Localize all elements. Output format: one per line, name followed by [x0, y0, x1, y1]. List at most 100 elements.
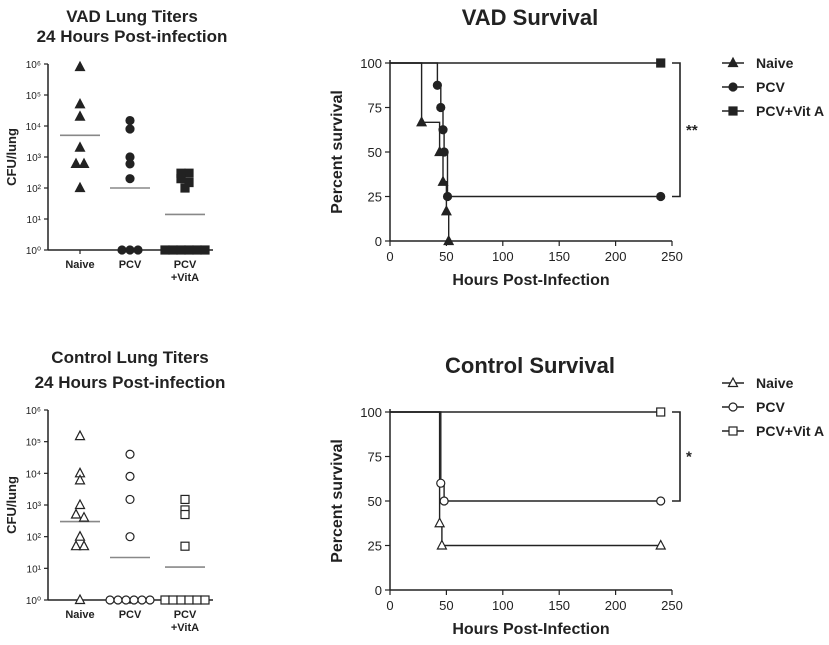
y-tick-label: 10⁰: [26, 596, 41, 607]
vad-titers-panel: VAD Lung Titers 24 Hours Post-infection …: [4, 7, 227, 284]
data-point: [184, 168, 194, 178]
data-point: [656, 191, 666, 202]
series-line-pcv: [390, 411, 661, 502]
data-point: [160, 245, 170, 255]
x-tick-label: +VitA: [171, 622, 199, 634]
y-tick-label: 0: [375, 234, 382, 249]
y-tick-label: 10⁶: [26, 60, 41, 71]
data-point: [180, 494, 190, 505]
data-point: [184, 245, 194, 255]
data-point: [440, 204, 452, 216]
data-point: [442, 191, 453, 202]
data-point: [443, 234, 455, 246]
data-point: [176, 595, 186, 605]
y-tick-label: 10³: [27, 501, 42, 512]
y-tick-label: 10⁰: [26, 246, 41, 257]
y-tick-label: 10¹: [27, 564, 42, 575]
x-tick-label: 250: [661, 249, 683, 264]
x-tick-label: 50: [439, 598, 453, 613]
data-point: [78, 157, 90, 168]
series-line-pcv: [390, 62, 661, 198]
data-point: [436, 102, 446, 113]
vad-titers-plot: 10⁰ 10¹ 10² 10³ 10⁴ 10⁵ 10⁶ CFU/lung Naive PCV PCV…: [4, 60, 213, 284]
legend-marker: [728, 426, 738, 436]
y-tick-label: 10⁴: [26, 469, 41, 480]
data-point: [74, 530, 86, 541]
y-tick-label: 10⁵: [26, 91, 41, 102]
legend-marker: [727, 56, 739, 68]
data-point: [74, 60, 86, 72]
data-point: [113, 595, 123, 605]
data-point: [125, 471, 135, 482]
control-titers-title-line2: 24 Hours Post-infection: [35, 373, 226, 392]
control-survival-panel: Control Survival 0 50 100 150 200 250 0 25 50 75 1…: [329, 353, 824, 638]
y-tick-label: 75: [368, 101, 382, 116]
vad-titers-title-line2: 24 Hours Post-infection: [37, 27, 228, 46]
legend-marker: [728, 82, 738, 92]
y-tick-label: 25: [368, 539, 382, 554]
vad-titers-title-line1: VAD Lung Titers: [66, 7, 198, 26]
data-point: [74, 474, 86, 485]
data-point: [432, 80, 442, 90]
data-point: [439, 496, 449, 506]
x-tick-label: PCV: [174, 609, 197, 621]
x-tick-label: +VitA: [171, 272, 199, 284]
data-point: [192, 595, 202, 605]
y-tick-label: 100: [360, 405, 382, 420]
y-tick-label: 50: [368, 145, 382, 160]
data-point: [180, 509, 190, 520]
y-tick-label: 10⁵: [26, 438, 41, 449]
legend-label: Naive: [756, 375, 794, 391]
x-axis-label: Hours Post-Infection: [452, 621, 609, 638]
data-point: [180, 541, 190, 551]
y-tick-label: 10³: [27, 153, 42, 164]
y-axis-label: CFU/lung: [4, 128, 19, 186]
data-point: [74, 141, 86, 152]
control-survival-title: Control Survival: [445, 353, 615, 378]
control-titers-title-line1: Control Lung Titers: [51, 348, 208, 367]
x-tick-label: 250: [661, 598, 683, 613]
y-tick-label: 10²: [27, 184, 42, 195]
data-point: [125, 245, 135, 255]
y-tick-label: 10⁶: [26, 406, 41, 417]
y-axis-label: Percent survival: [329, 439, 346, 563]
data-point: [129, 595, 139, 605]
y-tick-label: 10²: [27, 533, 42, 544]
control-titers-plot: 10⁰ 10¹ 10² 10³ 10⁴ 10⁵ 10⁶ CFU/lung Naive PCV PCV…: [4, 406, 213, 634]
data-point: [125, 115, 135, 126]
data-point: [416, 115, 428, 127]
data-point: [656, 496, 666, 506]
data-point: [74, 498, 86, 510]
data-point: [74, 98, 86, 109]
data-point: [192, 245, 202, 255]
data-point: [125, 124, 135, 134]
significance-bracket: [672, 411, 681, 502]
data-point: [105, 595, 115, 605]
y-tick-label: 10⁴: [26, 122, 41, 133]
data-point: [436, 539, 448, 550]
data-point: [117, 245, 127, 255]
data-point: [125, 174, 135, 184]
data-point: [176, 174, 186, 184]
x-tick-label: 0: [386, 598, 393, 613]
y-tick-label: 10¹: [27, 215, 42, 226]
data-point: [436, 478, 446, 488]
data-point: [180, 183, 190, 193]
x-tick-label: Naive: [65, 259, 94, 271]
data-point: [74, 110, 86, 121]
data-point: [437, 175, 449, 186]
vad-survival-title: VAD Survival: [462, 5, 599, 30]
data-point: [200, 245, 210, 255]
data-point: [184, 595, 194, 605]
x-tick-label: PCV: [119, 259, 142, 271]
legend-marker: [728, 402, 738, 412]
x-tick-label: 200: [605, 249, 627, 264]
data-point: [434, 516, 446, 528]
data-point: [137, 595, 147, 605]
x-tick-label: 50: [439, 249, 453, 264]
x-axis-label: Hours Post-Infection: [452, 272, 609, 289]
y-tick-label: 100: [360, 56, 382, 71]
legend-label: PCV: [756, 79, 785, 95]
data-point: [439, 147, 449, 157]
